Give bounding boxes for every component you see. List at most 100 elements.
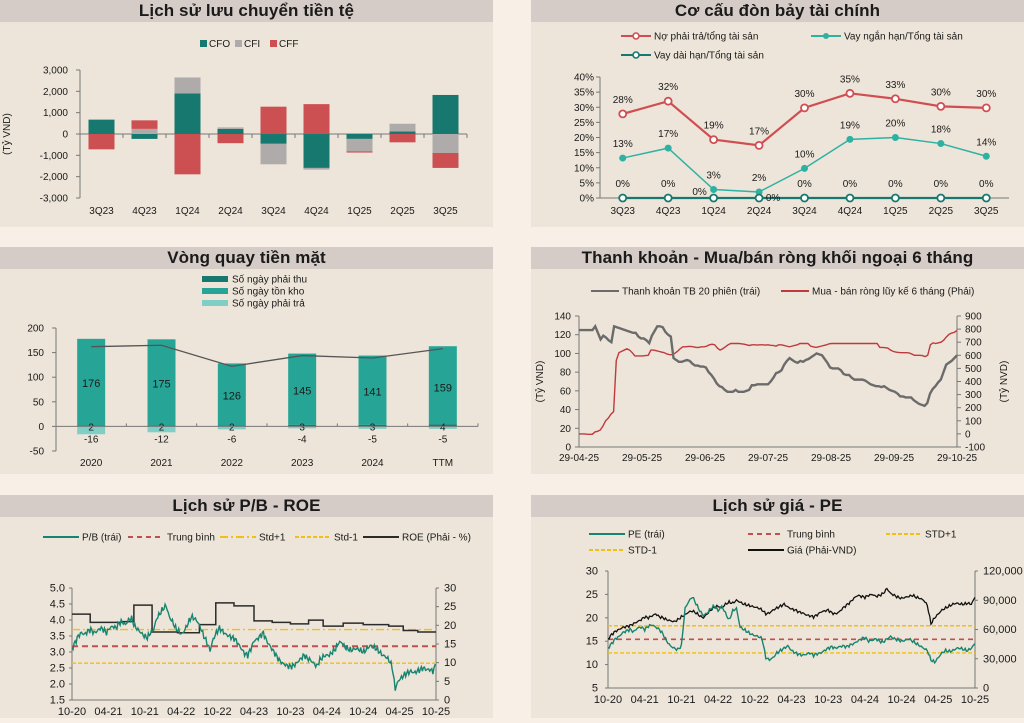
- y-tick-label-left: 10: [586, 659, 598, 671]
- x-tick-label: 3Q24: [792, 206, 817, 217]
- y-axis-label: (Tỷ VND): [1, 113, 13, 155]
- y-tick-label-left: 5: [592, 683, 598, 695]
- bar-cff-1Q24: [174, 134, 201, 175]
- x-tick-label: 1Q25: [347, 206, 372, 217]
- point-short-loan: [982, 152, 990, 160]
- data-label-payable: -6: [227, 434, 236, 445]
- bar-receivable-2024: [358, 424, 387, 427]
- leverage-title: Cơ cấu đòn bảy tài chính: [531, 0, 1024, 22]
- x-tick-label: 2Q25: [390, 206, 415, 217]
- pb-roe-title: Lịch sử P/B - ROE: [0, 495, 493, 517]
- leverage-panel: Cơ cấu đòn bảy tài chính Nợ phải trả/tổn…: [531, 0, 1024, 227]
- bar-cfi-3Q25: [432, 134, 459, 153]
- point-short-loan: [846, 135, 854, 143]
- y-tick-label-right: 20: [444, 620, 456, 632]
- cashflow-title: Lịch sử lưu chuyển tiền tệ: [0, 0, 493, 22]
- y-tick-label-left: 2.0: [50, 679, 65, 691]
- y-tick-label-right: 10: [444, 657, 456, 669]
- line-cash-cycle: [91, 344, 443, 368]
- bar-payable-2022: [217, 426, 246, 430]
- bar-inventory-TTM: [428, 346, 457, 425]
- price-pe-chart: PE (trái) Trung bình STD+1 STD-1 Giá (Phải-V…: [586, 530, 1023, 707]
- data-label-debt-ratio: 30%: [976, 89, 996, 100]
- x-tick-label: 29-07-25: [748, 453, 788, 464]
- legend-debt-ratio-marker: [632, 32, 640, 40]
- data-label-long-loan: 0%: [692, 187, 707, 198]
- x-tick-label: TTM: [433, 458, 454, 469]
- y-tick-label: 100: [27, 373, 44, 384]
- data-label-receivable: 2: [88, 422, 94, 433]
- y-tick-label: 150: [27, 348, 44, 359]
- bar-cfo-1Q24: [174, 93, 201, 134]
- x-tick-label: 29-04-25: [559, 453, 599, 464]
- data-label-long-loan: 0%: [934, 179, 949, 190]
- bar-payable-TTM: [428, 426, 457, 429]
- legend-price-label: Giá (Phải-VND): [787, 546, 856, 557]
- point-short-loan: [710, 186, 718, 194]
- x-tick-label: 10-23: [276, 706, 304, 718]
- legend-swatch-cfi: [235, 40, 242, 47]
- y-tick-label: 25%: [574, 118, 594, 129]
- bar-cfi-3Q23: [88, 119, 115, 120]
- data-label-payable: -5: [438, 434, 447, 445]
- y-tick-label: 0: [62, 130, 68, 141]
- data-label-receivable: 3: [299, 422, 305, 433]
- data-label-short-loan: 17%: [658, 129, 678, 140]
- point-long-loan: [663, 193, 673, 203]
- leverage-chart: Nợ phải trả/tổng tài sản Vay ngắn hạn/Tổn…: [574, 30, 1009, 217]
- y-tick-label-right: 30: [444, 583, 456, 595]
- y-tick-label-right: 900: [965, 312, 982, 323]
- x-tick-label: 29-08-25: [811, 453, 851, 464]
- x-tick-label: 2024: [361, 458, 384, 469]
- price-pe-panel: Lịch sử giá - PE PE (trái) Trung bình STD+…: [531, 495, 1024, 718]
- x-tick-label: 10-25: [961, 694, 989, 706]
- x-tick-label: 04-22: [167, 706, 195, 718]
- data-label-short-loan: 13%: [613, 139, 633, 150]
- y-tick-label-right: 300: [965, 390, 982, 401]
- point-debt-ratio: [936, 101, 946, 111]
- data-label-long-loan: 0%: [797, 179, 812, 190]
- x-tick-label: 04-24: [851, 694, 879, 706]
- bar-receivable-2023: [288, 424, 317, 427]
- x-tick-label: 3Q25: [974, 206, 999, 217]
- point-short-loan: [937, 140, 945, 148]
- legend-label-2: Số ngày phải trả: [232, 298, 305, 310]
- data-label-long-loan: 0%: [661, 179, 676, 190]
- x-tick-label: 10-24: [349, 706, 377, 718]
- cash-cycle-panel: Vòng quay tiền mặt Số ngày phải thu Số ng…: [0, 247, 493, 474]
- legend-debt-ratio-label: Nợ phải trả/tổng tài sản: [654, 31, 758, 43]
- y-tick-label: -1,000: [40, 151, 69, 162]
- y-tick-label-right: 25: [444, 601, 456, 613]
- y-tick-label-left: 120: [554, 330, 571, 341]
- y-tick-label-right: 90,000: [983, 595, 1017, 607]
- data-label-debt-ratio: 33%: [885, 80, 905, 91]
- legend-label-1: Số ngày tồn kho: [232, 286, 305, 298]
- y-tick-label-right: 500: [965, 364, 982, 375]
- x-tick-label: 04-21: [631, 694, 659, 706]
- legend-std-plus-label: STD+1: [925, 530, 957, 541]
- y-tick-label: 3,000: [43, 66, 68, 77]
- point-long-loan: [845, 193, 855, 203]
- bar-cfi-3Q24: [260, 143, 287, 165]
- line-net-buy: [579, 329, 958, 435]
- data-label-inventory: 159: [434, 382, 452, 394]
- y-tick-label-right: 120,000: [983, 566, 1023, 578]
- x-tick-label: 10-24: [888, 694, 916, 706]
- x-tick-label: 04-24: [313, 706, 341, 718]
- legend-swatch-1: [202, 288, 228, 294]
- x-tick-label: 04-21: [94, 706, 122, 718]
- y-tick-label: 50: [33, 397, 45, 408]
- x-tick-label: 04-23: [777, 694, 805, 706]
- data-label-debt-ratio: 19%: [704, 121, 724, 132]
- legend-label-0: Số ngày phải thu: [232, 274, 307, 286]
- data-label-short-loan: 19%: [840, 120, 860, 131]
- data-label-debt-ratio: 35%: [840, 74, 860, 85]
- y-tick-label-left: 30: [586, 566, 598, 578]
- y-tick-label: 30%: [574, 103, 594, 114]
- x-tick-label: 2022: [221, 458, 244, 469]
- point-long-loan: [754, 193, 764, 203]
- y-tick-label-left: 20: [586, 612, 598, 624]
- data-label-long-loan: 0%: [615, 179, 630, 190]
- x-tick-label: 4Q23: [656, 206, 681, 217]
- data-label-short-loan: 3%: [706, 171, 721, 182]
